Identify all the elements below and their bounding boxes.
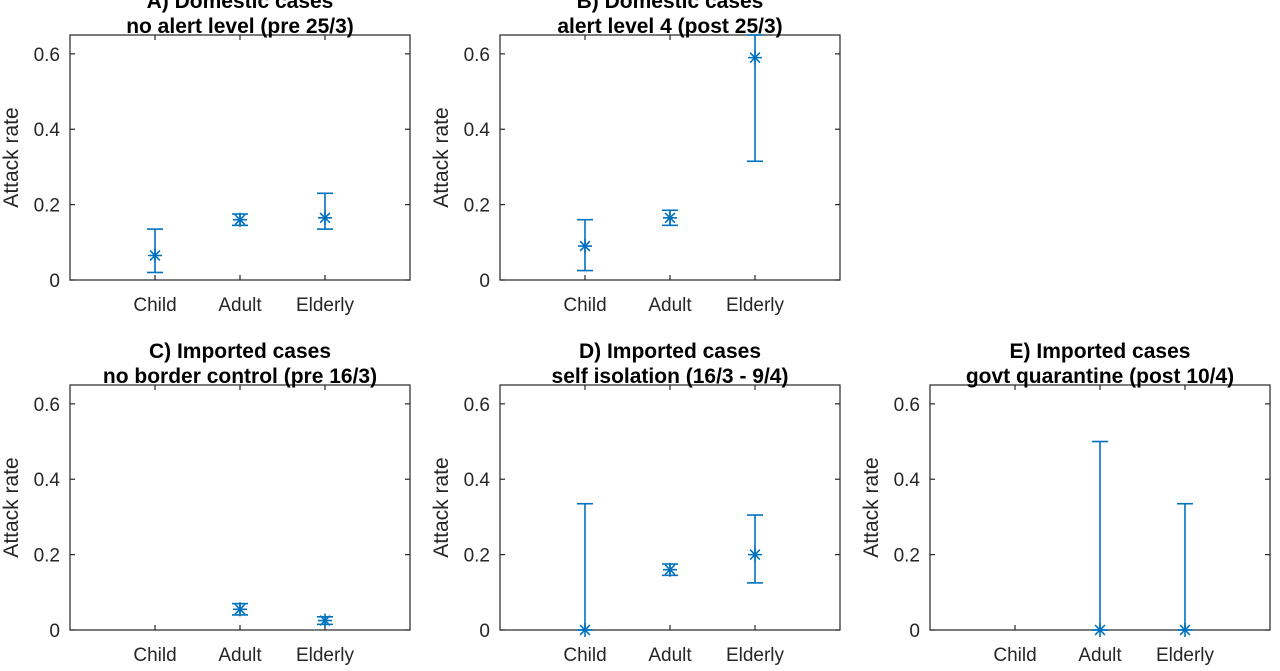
panel-e-point-adult	[1093, 623, 1107, 637]
panel-c-title-line-1: C) Imported cases	[149, 340, 331, 363]
panel-b-title-line-1: B) Domestic cases	[577, 0, 764, 13]
panel-c-ytick-label: 0.6	[34, 395, 60, 416]
panel-d-ytick-label: 0.4	[464, 470, 491, 491]
panel-a-point-adult	[233, 212, 247, 227]
panel-d-xtick-label-adult: Adult	[648, 645, 692, 666]
panel-e-ytick-label: 0	[909, 621, 920, 642]
panel-c-point-adult	[233, 602, 247, 617]
panel-a-ytick-label: 0.6	[34, 45, 60, 66]
panel-c-ytick-label: 0.2	[34, 546, 60, 567]
panel-c-ytick-label: 0.4	[34, 470, 61, 491]
panel-a-xtick-label-child: Child	[133, 295, 176, 316]
panel-e-point-elderly	[1178, 623, 1192, 637]
panel-e-xtick-label-elderly: Elderly	[1156, 645, 1215, 666]
panel-d-point-adult	[663, 562, 677, 577]
panel-a-ytick-label: 0.2	[34, 196, 60, 217]
panel-e-xtick-label-child: Child	[993, 645, 1036, 666]
panel-c-ylabel: Attack rate	[0, 457, 23, 557]
panel-b-xtick-label-elderly: Elderly	[726, 295, 785, 316]
panel-d-point-child	[578, 623, 592, 637]
panel-d-title-line-1: D) Imported cases	[579, 340, 761, 363]
panel-a-point-elderly	[318, 210, 332, 225]
panel-d-point-elderly	[748, 547, 762, 562]
panel-b-ytick-label: 0	[479, 271, 490, 292]
panel-a-title-line-2: no alert level (pre 25/3)	[126, 15, 354, 38]
panel-d-ytick-label: 0	[479, 621, 490, 642]
panel-b-xtick-label-child: Child	[563, 295, 606, 316]
panel-e-title-line-1: E) Imported cases	[1010, 340, 1191, 363]
panel-b-ytick-label: 0.4	[464, 120, 491, 141]
panel-c-point-elderly	[318, 613, 332, 628]
panel-d-ytick-label: 0.6	[464, 395, 490, 416]
panel-a-ytick-label: 0	[49, 271, 60, 292]
panel-c-xtick-label-child: Child	[133, 645, 176, 666]
panel-c-xtick-label-adult: Adult	[218, 645, 262, 666]
panel-e-xtick-label-adult: Adult	[1078, 645, 1122, 666]
panel-b-ylabel: Attack rate	[430, 107, 453, 207]
panel-b-xtick-label-adult: Adult	[648, 295, 692, 316]
panel-a-axes-frame	[69, 34, 411, 281]
panel-d-ylabel: Attack rate	[430, 457, 453, 557]
panel-c-axes-frame	[69, 384, 411, 631]
panel-b-point-child	[578, 239, 592, 254]
panel-a-xtick-label-elderly: Elderly	[296, 295, 355, 316]
panel-b-ytick-label: 0.2	[464, 196, 490, 217]
panel-b-ytick-label: 0.6	[464, 45, 490, 66]
panel-d-xtick-label-elderly: Elderly	[726, 645, 785, 666]
panel-d-axes-frame	[499, 384, 841, 631]
panel-e-ytick-label: 0.4	[894, 470, 921, 491]
panel-b-point-elderly	[748, 50, 762, 65]
panel-e-ytick-label: 0.6	[894, 395, 920, 416]
panel-b-title-line-2: alert level 4 (post 25/3)	[557, 15, 782, 38]
panel-d-ytick-label: 0.2	[464, 546, 490, 567]
panel-a-ytick-label: 0.4	[34, 120, 61, 141]
panel-a-ylabel: Attack rate	[0, 107, 23, 207]
panel-a-title-line-1: A) Domestic cases	[147, 0, 334, 13]
panel-d-title-line-2: self isolation (16/3 - 9/4)	[552, 365, 789, 388]
panel-b-point-adult	[663, 210, 677, 225]
panel-c-title-line-2: no border control (pre 16/3)	[103, 365, 377, 388]
panel-a-point-child	[148, 248, 162, 263]
panel-e-title-line-2: govt quarantine (post 10/4)	[966, 365, 1234, 388]
panel-d-xtick-label-child: Child	[563, 645, 606, 666]
panel-c-ytick-label: 0	[49, 621, 60, 642]
panel-c-xtick-label-elderly: Elderly	[296, 645, 355, 666]
panel-a-xtick-label-adult: Adult	[218, 295, 262, 316]
panel-e-ytick-label: 0.2	[894, 546, 920, 567]
panel-e-ylabel: Attack rate	[860, 457, 883, 557]
panel-b-axes-frame	[499, 34, 841, 281]
